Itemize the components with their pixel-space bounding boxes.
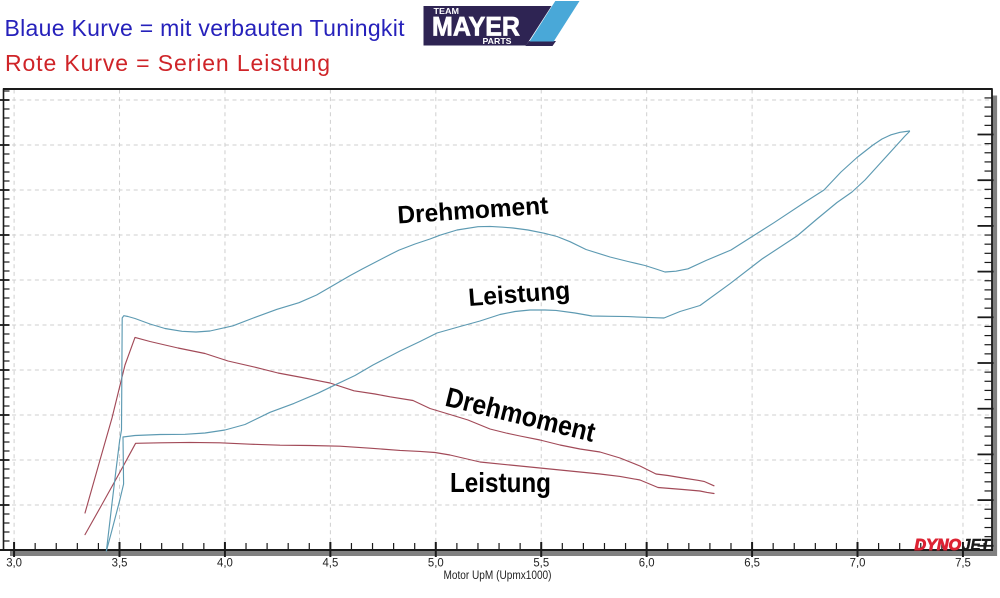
svg-text:Blaue Kurve = mit verbauten Tu: Blaue Kurve = mit verbauten Tuningkit [5,15,406,41]
svg-text:5,5: 5,5 [533,557,549,569]
svg-text:Drehmoment: Drehmoment [397,191,550,229]
svg-text:Leistung: Leistung [450,467,551,498]
svg-text:JET: JET [962,537,991,554]
svg-text:MAYER: MAYER [432,12,520,42]
svg-text:Motor UpM (Upmx1000): Motor UpM (Upmx1000) [444,570,552,582]
svg-text:3,5: 3,5 [112,557,128,569]
svg-text:3,0: 3,0 [6,557,22,569]
svg-text:Drehmoment: Drehmoment [443,381,599,448]
svg-text:TEAM: TEAM [434,7,460,16]
svg-text:4,5: 4,5 [322,557,338,569]
svg-text:7,0: 7,0 [850,557,866,569]
svg-text:DYNO: DYNO [915,537,962,554]
svg-text:Leistung: Leistung [467,276,571,312]
svg-text:4,0: 4,0 [217,557,233,569]
svg-text:6,0: 6,0 [639,557,655,569]
svg-text:7,5: 7,5 [955,557,971,569]
svg-text:6,5: 6,5 [744,557,760,569]
svg-text:PARTS: PARTS [483,36,512,46]
svg-text:5,0: 5,0 [428,557,444,569]
svg-text:Rote Kurve = Serien Leistung: Rote Kurve = Serien Leistung [5,50,330,76]
